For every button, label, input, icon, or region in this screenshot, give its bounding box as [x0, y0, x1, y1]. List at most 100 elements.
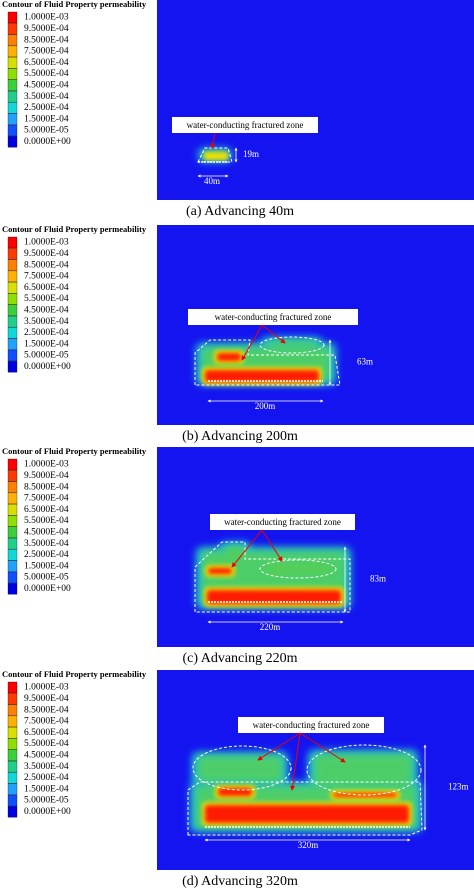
legend-label: 6.5000E-04 [24, 505, 69, 515]
legend-label: 0.0000E+00 [24, 807, 71, 817]
annotation-box [210, 514, 355, 530]
height-label: 123m [448, 782, 469, 792]
legend-swatch [7, 715, 18, 728]
annotation-arrow [210, 132, 216, 149]
legend-swatch [7, 749, 18, 761]
legend-label: 2.5000E-04 [24, 550, 69, 560]
legend-label: 0.0000E+00 [24, 584, 71, 594]
legend-label: 6.5000E-04 [24, 283, 69, 293]
contour-plot: water-conducting fractured zone 19m 40m [157, 0, 474, 200]
legend-label: 7.5000E-04 [24, 272, 69, 282]
caption: (d) Advancing 320m [182, 874, 298, 889]
legend-label: 9.5000E-04 [24, 24, 69, 34]
panel: Contour of Fluid Property permeability 1.… [2, 224, 474, 444]
legend-label: 8.5000E-04 [24, 260, 69, 270]
legend-swatch [7, 526, 18, 538]
legend-swatch [7, 727, 18, 739]
annotation-arrow [231, 529, 263, 568]
annotation-arrow [241, 324, 263, 361]
legend-swatch [7, 304, 18, 316]
legend-swatch [7, 90, 18, 103]
zone-outline [306, 744, 422, 796]
annotation-arrow [261, 529, 283, 562]
legend-label: 1.5000E-04 [24, 561, 69, 571]
legend-swatch [7, 760, 18, 773]
legend-label: 1.0000E-03 [24, 460, 69, 470]
width-label: 200m [255, 401, 276, 411]
caption: (b) Advancing 200m [182, 429, 298, 444]
legend-swatch [7, 113, 18, 125]
caption: (c) Advancing 220m [182, 651, 297, 666]
width-label: 320m [298, 840, 319, 850]
permeability-zone [226, 546, 244, 556]
legend-label: 1.5000E-04 [24, 114, 69, 124]
legend-swatch [7, 315, 18, 328]
legend-label: 5.5000E-04 [24, 516, 69, 526]
legend-title: Contour of Fluid Property permeability [2, 0, 147, 9]
legend-label: 3.5000E-04 [24, 762, 69, 772]
legend-swatch [7, 282, 18, 294]
legend-swatch [7, 11, 18, 24]
legend-title: Contour of Fluid Property permeability [2, 669, 147, 679]
legend-swatch [7, 34, 18, 46]
contour-plot: water-conducting fractured zone 63m 200m [157, 225, 474, 425]
permeability-zone [268, 566, 328, 572]
legend-label: 0.0000E+00 [24, 137, 71, 147]
legend-swatch [7, 549, 18, 561]
caption: (a) Advancing 40m [186, 204, 294, 219]
legend-label: 8.5000E-04 [24, 482, 69, 492]
legend-swatch [7, 45, 18, 58]
legend-swatch [7, 470, 18, 482]
zone-outline [194, 541, 351, 613]
legend-label: 1.5000E-04 [24, 339, 69, 349]
legend-swatch [7, 504, 18, 516]
legend-label: 9.5000E-04 [24, 471, 69, 481]
annotation-box [188, 309, 358, 325]
legend-swatch [7, 349, 18, 362]
legend-label: 1.0000E-03 [24, 13, 69, 23]
annotation-arrow [290, 732, 301, 791]
zone-outline [259, 559, 337, 579]
legend-swatch [7, 481, 18, 493]
legend-swatch [7, 783, 18, 795]
legend-swatch [7, 23, 18, 35]
legend-swatch [7, 458, 18, 471]
legend-swatch [7, 338, 18, 350]
legend-swatch [7, 738, 18, 750]
legend-label: 6.5000E-04 [24, 58, 69, 68]
legend-label: 1.0000E-03 [24, 683, 69, 693]
legend-label: 5.5000E-04 [24, 69, 69, 79]
legend-swatch [7, 515, 18, 527]
legend-swatch [7, 560, 18, 572]
width-label: 40m [204, 176, 220, 186]
legend-swatch [7, 248, 18, 260]
annotation-arrow [299, 732, 346, 763]
annotation-text: water-conducting fractured zone [253, 720, 370, 730]
annotation-text: water-conducting fractured zone [215, 312, 332, 322]
legend-swatch [7, 259, 18, 271]
legend-label: 1.0000E-03 [24, 238, 69, 248]
legend-swatch [7, 681, 18, 694]
legend-swatch [7, 57, 18, 69]
legend-swatch [7, 236, 18, 249]
permeability-zone [208, 568, 232, 574]
zone-outline [197, 147, 233, 163]
zone-outline [192, 745, 292, 791]
annotation-text: water-conducting fractured zone [224, 517, 341, 527]
permeability-zone [198, 756, 282, 782]
width-label: 220m [260, 622, 281, 632]
legend-label: 0.0000E+00 [24, 362, 71, 372]
legend-swatch [7, 794, 18, 807]
zone-outline [259, 336, 325, 354]
legend-swatch [7, 571, 18, 584]
legend-label: 5.0000E-05 [24, 573, 69, 583]
legend-label: 7.5000E-04 [24, 47, 69, 57]
legend-swatch [7, 361, 18, 373]
permeability-zone [268, 341, 316, 347]
legend-swatch [7, 68, 18, 80]
legend-label: 5.5000E-04 [24, 294, 69, 304]
legend-swatch [7, 583, 18, 595]
legend-label: 8.5000E-04 [24, 35, 69, 45]
panel: Contour of Fluid Property permeability 1.… [2, 669, 474, 889]
permeability-zone [217, 353, 241, 361]
